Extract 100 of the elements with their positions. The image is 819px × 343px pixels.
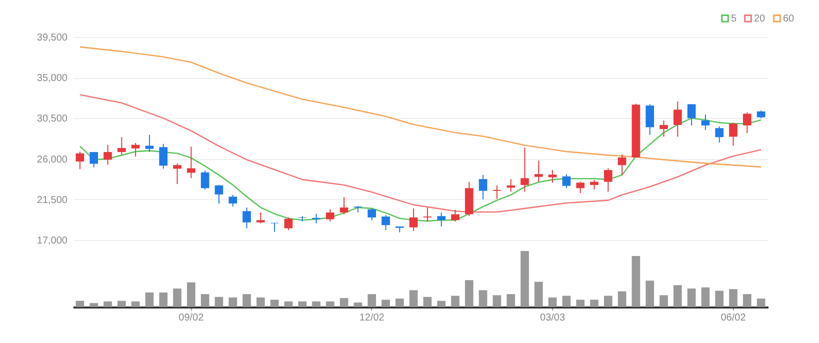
bar [173,288,182,307]
bar [145,292,154,307]
bar [186,282,196,307]
candlestick [242,207,251,229]
candlestick [604,168,612,192]
bar [312,301,320,307]
y-tick-label: 39,500 [36,32,68,44]
candlestick [284,216,293,231]
bar [395,298,404,307]
candlestick [729,122,738,146]
bar [159,292,168,307]
legend-label: 60 [783,13,795,24]
bar [200,294,210,307]
bar [506,294,516,307]
candlestick [562,174,571,189]
bar [548,297,557,307]
bar [354,302,362,307]
y-tick-label: 17,000 [36,236,68,246]
candlestick [326,208,334,222]
line-series [79,46,762,168]
y-tick-label: 30,500 [36,114,68,125]
bar [270,300,279,307]
bar [382,300,390,307]
x-tick-label: 09/02 [178,312,204,324]
bar [451,296,460,307]
bar [562,296,571,307]
candlestick [117,136,126,156]
candlestick [437,212,446,227]
bar [618,291,626,307]
candlestick [90,152,98,168]
bar [742,294,752,307]
candlestick [76,151,84,170]
bar [76,300,84,307]
bar [756,298,766,307]
candlestick [214,184,224,204]
bar [242,294,251,307]
candlestick [159,143,168,170]
candlestick [660,120,668,138]
candlestick [186,146,196,179]
candlestick [228,194,238,208]
bar [437,300,446,307]
candlestick [200,170,210,190]
x-tick-label: 06/02 [720,312,746,324]
bar [520,251,529,307]
legend-label: 5 [731,13,737,24]
bar [478,290,488,307]
candlestick [270,222,279,232]
candlestick [506,178,516,192]
candlestick [520,147,529,192]
bar [729,289,738,307]
candlestick [478,174,488,200]
bar [228,297,238,307]
candlestick [298,216,307,222]
candlestick [646,104,654,136]
bar [256,297,265,307]
candlestick [451,209,460,222]
bar [368,294,376,307]
bar [464,280,474,307]
bar [576,300,585,307]
line-series [79,94,762,213]
bar [326,301,334,307]
candlestick [104,144,112,166]
candlestick [673,101,682,138]
candlestick [576,181,585,194]
candlestick [715,126,724,144]
bar [673,285,682,307]
candlestick [618,154,626,176]
bar [701,287,710,307]
bar [104,301,112,307]
candlestick [368,208,376,221]
bar [284,301,293,307]
bar [534,282,543,307]
candlestick [687,104,696,126]
candlestick [409,208,418,232]
bar [715,290,724,307]
candlestick [742,112,752,134]
candlestick [548,170,557,184]
bar [632,256,640,307]
x-tick-label: 12/02 [359,312,385,324]
candlestick [145,134,154,153]
bar [409,290,418,307]
bar [492,295,502,307]
bar [423,296,432,307]
candlestick [492,184,502,200]
candlestick [340,196,348,215]
bar [590,300,598,307]
y-tick-label: 21,500 [36,194,68,206]
candlestick [590,180,598,190]
bar [117,300,126,307]
candlestick [534,160,543,182]
candlestick [423,207,432,222]
bar [604,296,612,307]
candlestick [131,142,140,158]
bar [90,303,98,307]
y-tick-label: 35,000 [36,73,68,84]
bar [214,296,224,307]
bar [131,301,140,307]
y-tick-label: 26,000 [36,154,68,166]
candlestick [256,212,265,224]
candlestick [701,114,710,130]
